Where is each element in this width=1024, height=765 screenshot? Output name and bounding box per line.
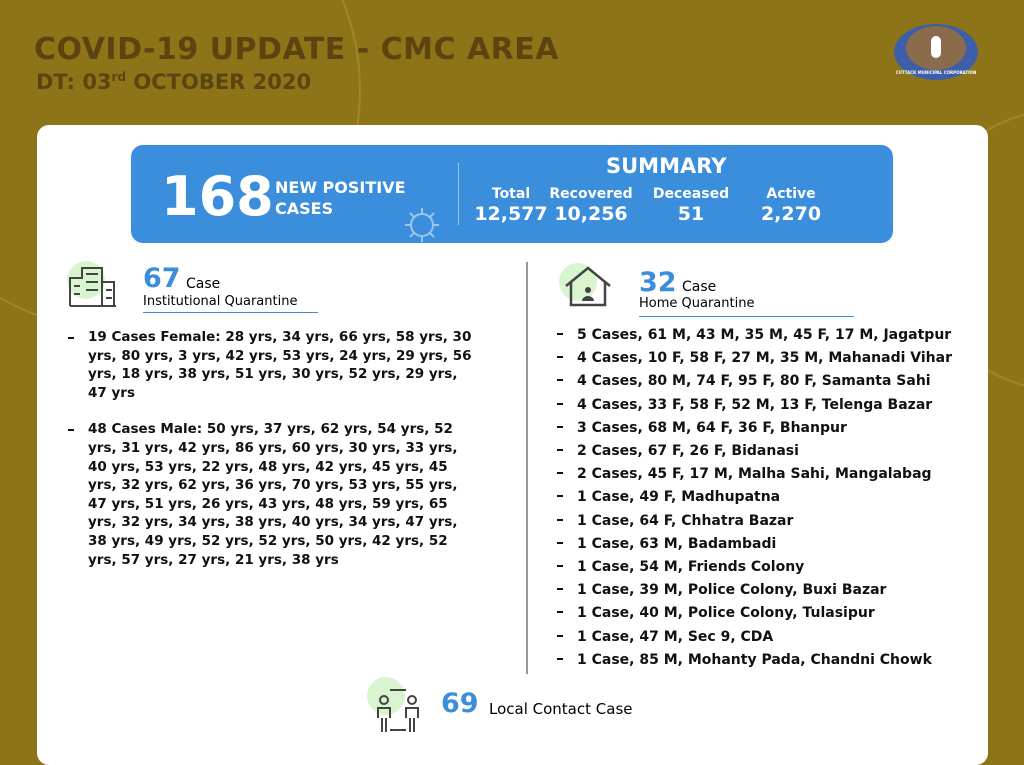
bullet-dash xyxy=(557,402,563,405)
institutional-unit: Case xyxy=(186,276,221,292)
home-label: Home Quarantine xyxy=(639,296,755,311)
list-item: 1 Case, 63 M, Badambadi xyxy=(557,533,977,556)
list-item: 19 Cases Female: 28 yrs, 34 yrs, 66 yrs,… xyxy=(68,328,478,402)
bullet-dash xyxy=(557,611,563,614)
list-item: 1 Case, 47 M, Sec 9, CDA xyxy=(557,626,977,649)
home-unit: Case xyxy=(682,279,717,295)
bullet-dash xyxy=(557,634,563,637)
virus-icon xyxy=(405,208,439,242)
bullet-dash xyxy=(557,425,563,428)
list-item: 1 Case, 85 M, Mohanty Pada, Chandni Chow… xyxy=(557,649,977,672)
new-positive-label: NEW POSITIVE xyxy=(275,178,406,197)
list-item: 2 Cases, 67 F, 26 F, Bidanasi xyxy=(557,440,977,463)
summary-box: 168 NEW POSITIVE CASES SUMMARY Total 12,5… xyxy=(131,145,893,243)
underline xyxy=(639,316,854,317)
contact-icon xyxy=(367,677,419,732)
logo: CUTTACK MUNICIPAL CORPORATION xyxy=(894,24,978,80)
list-item: 1 Case, 64 F, Chhatra Bazar xyxy=(557,510,977,533)
bullet-dash xyxy=(557,657,563,660)
list-item: 1 Case, 54 M, Friends Colony xyxy=(557,556,977,579)
new-positive-label: CASES xyxy=(275,199,334,218)
local-contact-label: Local Contact Case xyxy=(489,700,633,718)
building-icon xyxy=(67,261,116,307)
bullet-dash xyxy=(68,429,74,432)
stat-value: 2,270 xyxy=(760,203,822,225)
date-prefix: DT: 03 xyxy=(36,70,112,94)
local-contact-count: 69 xyxy=(441,688,479,719)
bullet-dash xyxy=(557,541,563,544)
home-list: 5 Cases, 61 M, 43 M, 35 M, 45 F, 17 M, J… xyxy=(557,324,977,672)
list-item: 4 Cases, 33 F, 58 F, 52 M, 13 F, Telenga… xyxy=(557,394,977,417)
list-item: 4 Cases, 10 F, 58 F, 27 M, 35 M, Mahanad… xyxy=(557,347,977,370)
new-positive: 168 xyxy=(161,165,274,228)
stat-value: 51 xyxy=(677,203,705,225)
bullet-dash xyxy=(557,588,563,591)
list-item: 1 Case, 39 M, Police Colony, Buxi Bazar xyxy=(557,579,977,602)
list-item: 1 Case, 49 F, Madhupatna xyxy=(557,486,977,509)
bullet-dash xyxy=(557,565,563,568)
underline xyxy=(143,312,318,313)
bullet-dash xyxy=(557,379,563,382)
bullet-dash xyxy=(557,495,563,498)
list-item: 2 Cases, 45 F, 17 M, Malha Sahi, Mangala… xyxy=(557,463,977,486)
list-item: 4 Cases, 80 M, 74 F, 95 F, 80 F, Samanta… xyxy=(557,370,977,393)
bullet-dash xyxy=(557,356,563,359)
date-suffix: OCTOBER 2020 xyxy=(126,70,312,94)
bullet-dash xyxy=(557,333,563,335)
home-icon xyxy=(559,263,611,307)
list-item: 5 Cases, 61 M, 43 M, 35 M, 45 F, 17 M, J… xyxy=(557,324,977,347)
summary-title: SUMMARY xyxy=(606,154,727,178)
institutional-list: 19 Cases Female: 28 yrs, 34 yrs, 66 yrs,… xyxy=(68,328,478,569)
bullet-dash xyxy=(557,449,563,452)
institutional-count: 67 xyxy=(143,263,181,294)
stat-value: 10,256 xyxy=(554,203,628,225)
title: COVID-19 UPDATE - CMC AREA xyxy=(34,32,559,67)
divider xyxy=(458,163,459,225)
home-header: 32 Case Home Quarantine xyxy=(558,262,858,317)
stat-label: Total xyxy=(491,186,531,202)
list-item: 3 Cases, 68 M, 64 F, 36 F, Bhanpur xyxy=(557,417,977,440)
stat-label: Recovered xyxy=(549,186,633,202)
institutional-label: Institutional Quarantine xyxy=(143,294,298,309)
bullet-dash xyxy=(557,472,563,475)
list-item: 48 Cases Male: 50 yrs, 37 yrs, 62 yrs, 5… xyxy=(68,420,478,569)
bullet-dash xyxy=(557,518,563,521)
list-item: 1 Case, 40 M, Police Colony, Tulasipur xyxy=(557,602,977,625)
institutional-header: 67 Case Institutional Quarantine xyxy=(66,260,336,313)
date: DT: 03rd OCTOBER 2020 xyxy=(36,70,311,94)
stat-value: 12,577 xyxy=(474,203,548,225)
column-divider xyxy=(526,262,528,674)
stat-label: Active xyxy=(766,186,816,202)
date-sup: rd xyxy=(111,70,127,84)
stat-label: Deceased xyxy=(652,186,730,202)
logo-text: CUTTACK MUNICIPAL CORPORATION xyxy=(896,70,977,75)
home-count: 32 xyxy=(639,267,677,298)
bullet-dash xyxy=(68,337,74,339)
